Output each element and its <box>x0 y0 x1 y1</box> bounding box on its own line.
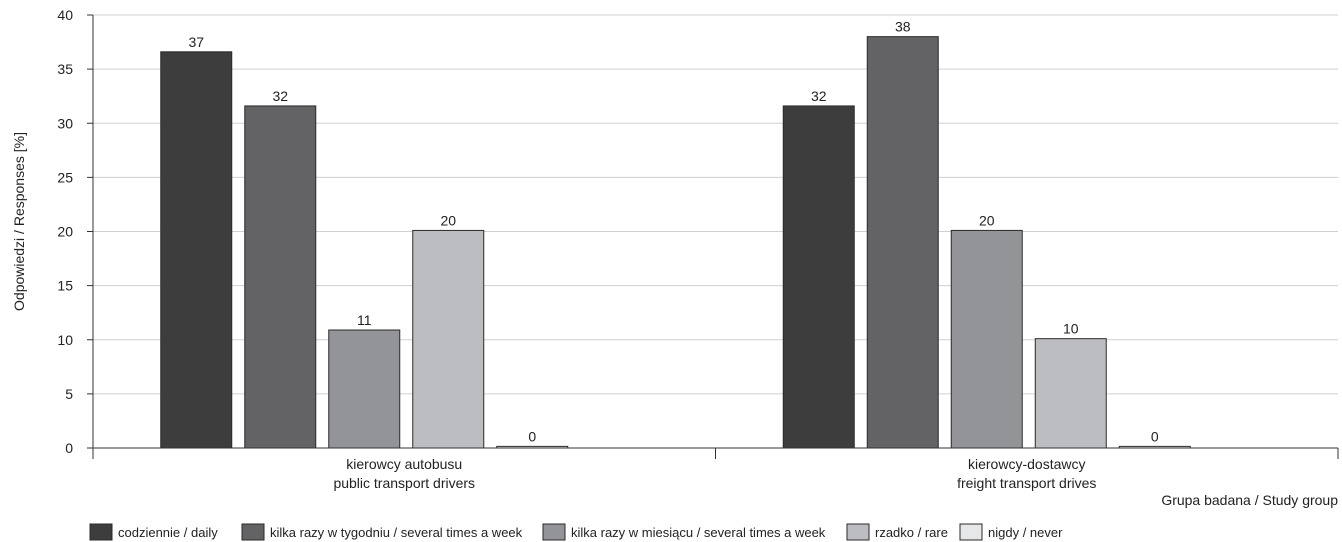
x-axis-title: Grupa badana / Study group <box>1161 492 1338 508</box>
bar <box>412 229 485 449</box>
y-axis: 0 5 10 15 20 25 30 35 40 <box>57 7 94 456</box>
bar <box>782 105 855 449</box>
bar-value-label: 11 <box>357 312 372 328</box>
category-label: freight transport drives <box>957 475 1096 491</box>
y-tick-label: 25 <box>57 169 73 185</box>
y-tick-label: 35 <box>57 61 73 77</box>
bar-value-label: 32 <box>811 88 827 104</box>
legend-label: kilka razy w tygodniu / several times a … <box>270 525 523 540</box>
y-tick-label: 30 <box>57 115 73 131</box>
legend-swatch <box>846 523 870 541</box>
legend-swatch <box>241 523 265 541</box>
legend-swatch <box>89 523 113 541</box>
bar-value-label: 0 <box>1151 428 1159 444</box>
bar-value-label: 10 <box>1063 321 1079 337</box>
bar-value-label: 38 <box>895 19 911 35</box>
y-tick-label: 15 <box>57 278 73 294</box>
category-label: public transport drivers <box>333 475 475 491</box>
legend-swatch <box>959 523 983 541</box>
bar-value-label: 0 <box>528 428 536 444</box>
bar <box>160 51 233 449</box>
legend-label: kilka razy w miesiącu / several times a … <box>571 525 826 540</box>
bar <box>866 36 939 449</box>
y-tick-label: 5 <box>65 386 73 402</box>
bars: 37 32 11 20 0 32 38 20 10 0 <box>160 19 1191 449</box>
bar-value-label: 20 <box>979 212 995 228</box>
legend-label: rzadko / rare <box>875 525 948 540</box>
bar-value-label: 20 <box>440 212 456 228</box>
x-axis: kierowcy autobusu public transport driver… <box>92 447 1339 491</box>
legend-swatch <box>542 523 566 541</box>
y-axis-title: Odpowiedzi / Responses [%] <box>11 132 27 311</box>
legend-label: codziennie / daily <box>118 525 218 540</box>
legend: codziennie / daily kilka razy w tygodniu … <box>89 523 1063 541</box>
bar <box>1034 338 1107 449</box>
y-tick-label: 0 <box>65 440 73 456</box>
bar-value-label: 32 <box>272 88 288 104</box>
y-tick-label: 40 <box>57 7 73 23</box>
legend-label: nigdy / never <box>988 525 1063 540</box>
category-label: kierowcy-dostawcy <box>968 456 1085 472</box>
category-label: kierowcy autobusu <box>346 456 462 472</box>
y-tick-label: 20 <box>57 224 73 240</box>
bar-value-label: 37 <box>188 34 204 50</box>
y-tick-label: 10 <box>57 332 73 348</box>
bar <box>328 329 401 449</box>
bar <box>244 105 317 449</box>
bar <box>950 229 1023 449</box>
